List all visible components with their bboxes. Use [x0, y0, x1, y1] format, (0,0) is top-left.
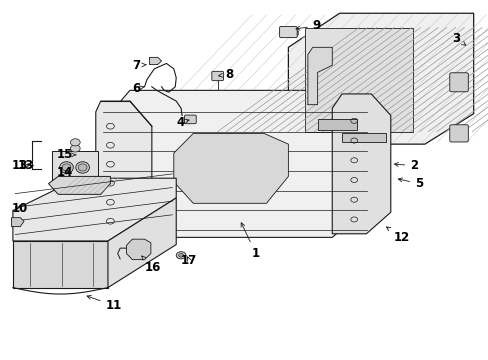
- Text: 13: 13: [18, 159, 34, 172]
- Text: 4: 4: [176, 116, 188, 129]
- Polygon shape: [13, 241, 108, 288]
- Ellipse shape: [62, 164, 71, 171]
- Text: 8: 8: [218, 68, 233, 81]
- Text: 14: 14: [57, 166, 73, 179]
- FancyBboxPatch shape: [449, 73, 468, 92]
- Bar: [317, 119, 356, 130]
- Text: 10: 10: [11, 202, 28, 215]
- Ellipse shape: [78, 164, 87, 171]
- Circle shape: [70, 145, 80, 152]
- Polygon shape: [149, 57, 161, 64]
- Polygon shape: [126, 239, 151, 260]
- Bar: [341, 134, 385, 142]
- Text: 5: 5: [398, 177, 423, 190]
- FancyBboxPatch shape: [279, 27, 297, 38]
- Polygon shape: [288, 13, 473, 144]
- Text: 15: 15: [57, 148, 76, 161]
- Text: 7: 7: [132, 59, 146, 72]
- Polygon shape: [48, 176, 110, 194]
- Polygon shape: [108, 198, 176, 288]
- Text: 16: 16: [142, 256, 161, 274]
- Polygon shape: [52, 151, 98, 184]
- Polygon shape: [331, 94, 390, 234]
- Text: 6: 6: [132, 82, 143, 95]
- Text: 2: 2: [394, 159, 418, 172]
- Polygon shape: [173, 134, 288, 203]
- FancyBboxPatch shape: [449, 125, 468, 142]
- Polygon shape: [96, 101, 152, 234]
- Circle shape: [176, 252, 185, 259]
- Text: 12: 12: [386, 227, 408, 244]
- Polygon shape: [11, 218, 24, 226]
- Text: 13: 13: [11, 159, 34, 172]
- Circle shape: [70, 139, 80, 146]
- Polygon shape: [305, 28, 412, 132]
- Ellipse shape: [60, 162, 73, 173]
- Text: 1: 1: [241, 223, 260, 260]
- FancyBboxPatch shape: [211, 71, 223, 81]
- FancyBboxPatch shape: [184, 115, 196, 124]
- Polygon shape: [13, 178, 176, 241]
- Polygon shape: [307, 47, 331, 105]
- Ellipse shape: [76, 162, 89, 173]
- Text: 9: 9: [295, 19, 320, 32]
- Text: 11: 11: [87, 296, 122, 312]
- Text: 17: 17: [181, 254, 197, 267]
- Circle shape: [178, 253, 183, 257]
- Polygon shape: [101, 90, 370, 237]
- Text: 3: 3: [451, 32, 465, 45]
